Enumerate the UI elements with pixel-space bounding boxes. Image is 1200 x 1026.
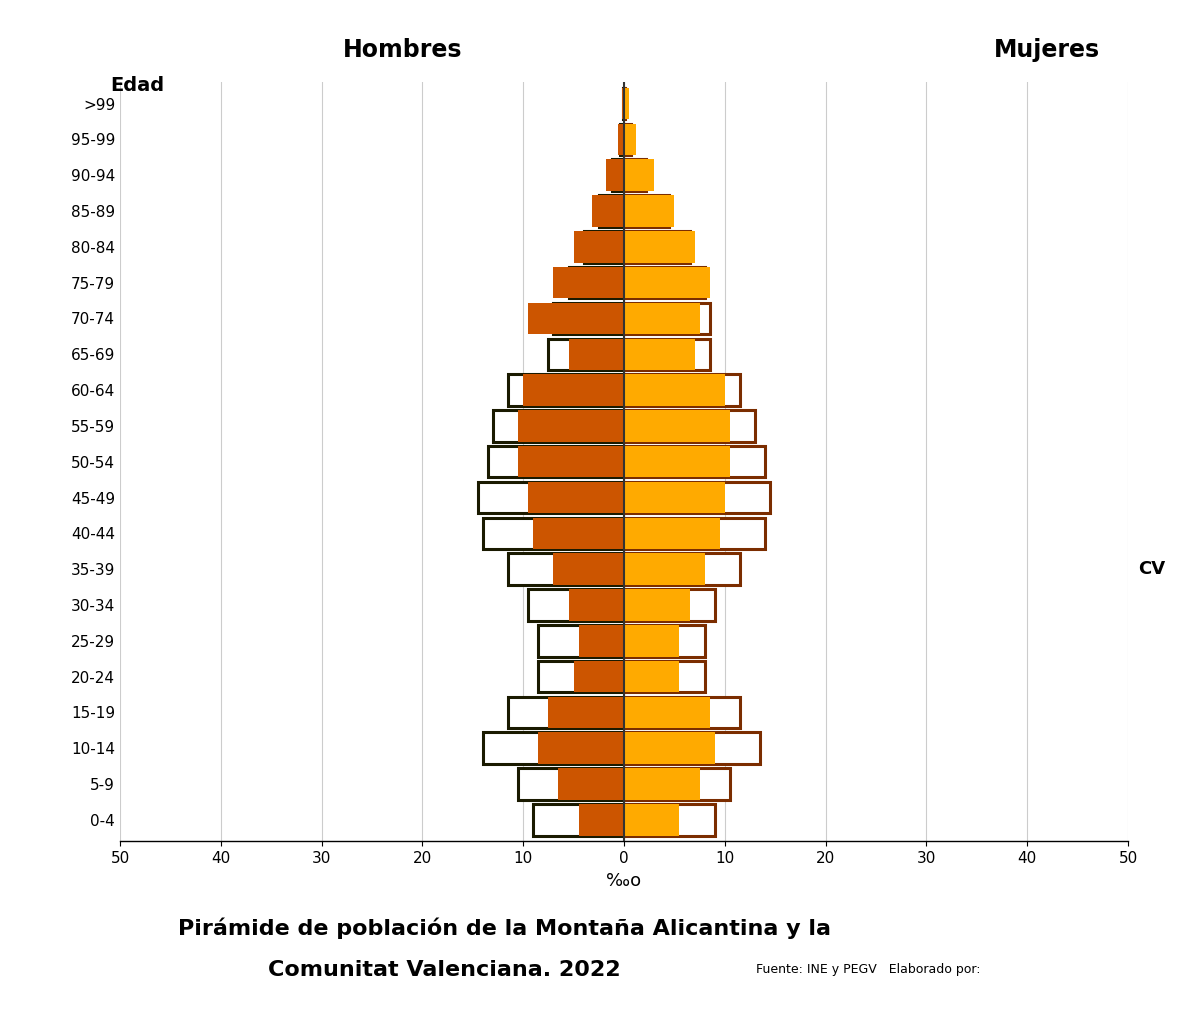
Bar: [539, 625, 624, 657]
Bar: [624, 123, 636, 155]
Bar: [612, 159, 624, 191]
Bar: [624, 339, 695, 370]
Bar: [624, 768, 700, 800]
Bar: [624, 733, 715, 764]
Bar: [539, 661, 624, 693]
Bar: [623, 88, 624, 119]
Bar: [624, 88, 629, 119]
Bar: [558, 768, 624, 800]
Bar: [624, 231, 695, 263]
Bar: [624, 625, 704, 657]
Bar: [508, 697, 624, 728]
Bar: [624, 123, 631, 155]
Bar: [624, 267, 709, 299]
Bar: [569, 267, 624, 299]
Bar: [624, 374, 740, 406]
Bar: [528, 303, 624, 334]
Bar: [624, 482, 770, 513]
Bar: [624, 661, 679, 693]
Text: Pirámide de población de la Montaña Alicantina y la: Pirámide de población de la Montaña Alic…: [178, 918, 830, 939]
Text: Comunitat Valenciana. 2022: Comunitat Valenciana. 2022: [268, 959, 620, 980]
Bar: [583, 231, 624, 263]
Bar: [592, 195, 624, 227]
Bar: [624, 374, 725, 406]
Bar: [624, 804, 679, 835]
Bar: [578, 625, 624, 657]
Bar: [624, 697, 740, 728]
Bar: [533, 804, 624, 835]
Bar: [624, 553, 704, 585]
Bar: [508, 553, 624, 585]
Text: CV: CV: [1138, 560, 1165, 578]
Bar: [553, 553, 624, 585]
Bar: [548, 697, 624, 728]
Bar: [599, 195, 624, 227]
Text: Hombres: Hombres: [342, 38, 462, 63]
Bar: [508, 374, 624, 406]
Bar: [574, 661, 624, 693]
Bar: [624, 661, 704, 693]
Bar: [624, 267, 704, 299]
Bar: [569, 589, 624, 621]
Bar: [606, 159, 624, 191]
Bar: [624, 517, 766, 549]
Bar: [624, 159, 654, 191]
Bar: [539, 733, 624, 764]
Bar: [624, 159, 646, 191]
Bar: [523, 374, 624, 406]
Bar: [624, 589, 715, 621]
Bar: [482, 733, 624, 764]
Bar: [482, 517, 624, 549]
Bar: [528, 589, 624, 621]
Bar: [578, 804, 624, 835]
Bar: [624, 303, 709, 334]
Bar: [624, 303, 700, 334]
Bar: [620, 123, 624, 155]
Bar: [624, 446, 766, 477]
Bar: [548, 339, 624, 370]
Text: Mujeres: Mujeres: [995, 38, 1100, 63]
Bar: [624, 195, 674, 227]
Bar: [624, 339, 709, 370]
Bar: [624, 589, 690, 621]
Bar: [624, 733, 760, 764]
Bar: [624, 804, 715, 835]
Bar: [624, 697, 709, 728]
Bar: [624, 625, 679, 657]
Bar: [488, 446, 624, 477]
Bar: [574, 231, 624, 263]
Bar: [478, 482, 624, 513]
Bar: [533, 517, 624, 549]
Bar: [493, 410, 624, 441]
Bar: [553, 267, 624, 299]
X-axis label: ‰o: ‰o: [606, 872, 642, 890]
Bar: [624, 446, 730, 477]
Bar: [518, 446, 624, 477]
Bar: [624, 231, 690, 263]
Bar: [624, 553, 740, 585]
Text: Fuente: INE y PEGV   Elaborado por:: Fuente: INE y PEGV Elaborado por:: [756, 963, 980, 976]
Bar: [624, 410, 730, 441]
Bar: [569, 339, 624, 370]
Bar: [624, 410, 755, 441]
Bar: [624, 768, 730, 800]
Bar: [624, 482, 725, 513]
Bar: [518, 410, 624, 441]
Bar: [528, 482, 624, 513]
Bar: [553, 303, 624, 334]
Bar: [624, 195, 670, 227]
Bar: [624, 517, 720, 549]
Bar: [618, 123, 624, 155]
Text: Edad: Edad: [110, 76, 164, 95]
Bar: [624, 88, 625, 119]
Bar: [518, 768, 624, 800]
